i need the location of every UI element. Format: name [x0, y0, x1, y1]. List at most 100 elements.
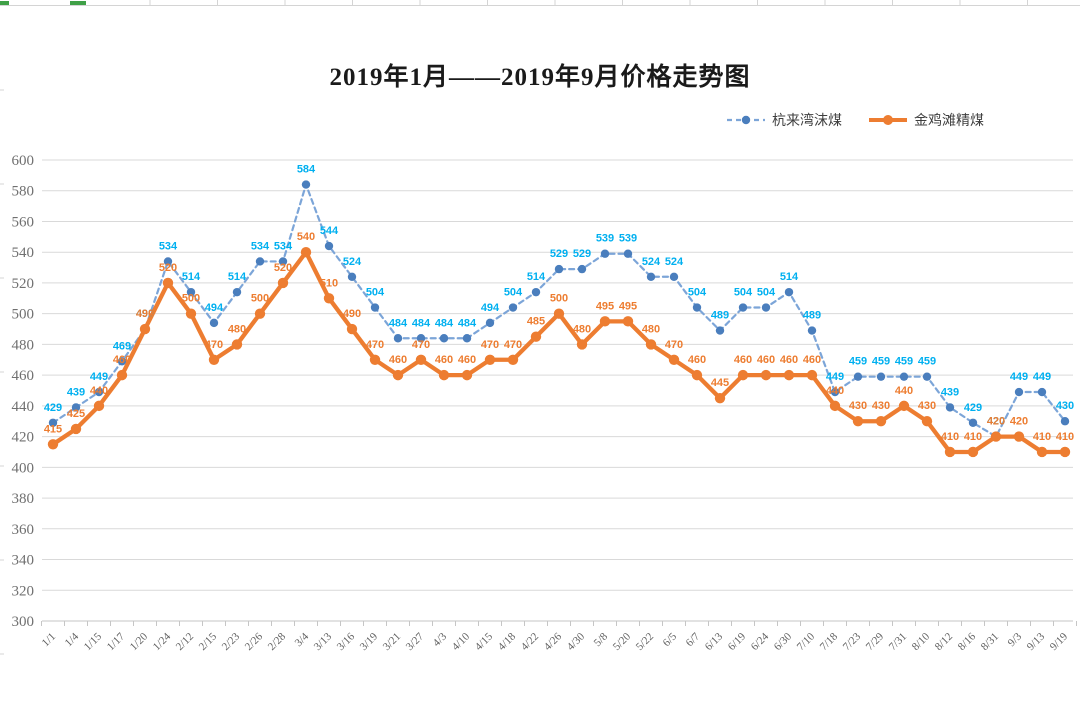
svg-text:534: 534	[251, 240, 270, 252]
svg-text:529: 529	[573, 248, 591, 260]
data-point	[898, 400, 910, 412]
svg-text:3/27: 3/27	[404, 630, 427, 653]
svg-text:429: 429	[44, 402, 62, 414]
data-point	[254, 308, 266, 319]
svg-text:460: 460	[435, 354, 453, 366]
data-point	[692, 303, 702, 312]
data-point	[232, 287, 242, 297]
data-point	[139, 323, 151, 335]
svg-text:1/15: 1/15	[82, 630, 105, 653]
data-point	[899, 372, 909, 381]
series-金鸡滩精煤[interactable]	[47, 247, 1071, 458]
svg-text:504: 504	[366, 287, 385, 299]
svg-text:500: 500	[550, 293, 568, 305]
svg-text:7/23: 7/23	[841, 630, 864, 653]
svg-text:1/24: 1/24	[151, 630, 174, 653]
svg-text:510: 510	[320, 277, 338, 289]
data-point	[876, 372, 886, 381]
data-point	[485, 318, 495, 328]
svg-text:8/10: 8/10	[910, 630, 933, 653]
data-point	[646, 272, 656, 281]
data-point	[577, 264, 587, 274]
svg-text:480: 480	[228, 323, 246, 335]
svg-text:9/19: 9/19	[1048, 630, 1071, 653]
data-point	[324, 241, 334, 251]
data-point	[507, 354, 519, 365]
svg-text:400: 400	[12, 460, 35, 476]
data-point	[784, 287, 794, 297]
svg-text:580: 580	[12, 184, 35, 200]
data-point	[300, 247, 312, 258]
svg-text:544: 544	[320, 225, 339, 237]
svg-text:460: 460	[12, 368, 35, 384]
data-point	[1013, 431, 1025, 442]
data-point	[783, 369, 795, 381]
data-point	[416, 334, 426, 343]
legend-item-hanglaiwan[interactable]: 杭来湾沫煤	[726, 110, 842, 130]
series-line	[51, 183, 1067, 438]
data-point	[462, 334, 472, 343]
data-point	[554, 264, 564, 274]
svg-text:3/4: 3/4	[293, 630, 312, 649]
svg-text:495: 495	[596, 300, 614, 312]
x-axis-labels: 1/1 1/4 1/15 1/17 1/20 1/24 2/12 2/15 2/23 2/26 2/…	[40, 630, 1071, 653]
data-point	[875, 416, 887, 427]
svg-text:420: 420	[12, 430, 35, 446]
data-point	[370, 303, 380, 312]
svg-text:500: 500	[12, 307, 35, 323]
data-point	[209, 318, 219, 328]
data-point	[1036, 446, 1048, 458]
data-point	[968, 418, 978, 427]
svg-text:2/15: 2/15	[197, 630, 220, 653]
svg-text:449: 449	[1010, 371, 1028, 383]
data-point	[945, 403, 955, 412]
svg-text:460: 460	[757, 354, 775, 366]
svg-text:320: 320	[12, 583, 35, 599]
svg-text:9/3: 9/3	[1006, 630, 1025, 649]
svg-text:7/18: 7/18	[818, 630, 841, 653]
svg-text:1/17: 1/17	[105, 630, 128, 653]
data-point	[715, 326, 725, 335]
legend-marker-solid-line-icon	[869, 115, 907, 125]
svg-text:449: 449	[1033, 371, 1051, 383]
svg-text:520: 520	[12, 276, 35, 292]
legend-item-jinjitan[interactable]: 金鸡滩精煤	[868, 110, 984, 130]
svg-text:8/12: 8/12	[933, 631, 955, 653]
svg-text:8/16: 8/16	[956, 630, 979, 653]
svg-text:420: 420	[1010, 416, 1028, 428]
svg-text:6/5: 6/5	[661, 630, 680, 649]
svg-text:429: 429	[964, 402, 982, 414]
svg-text:4/3: 4/3	[431, 630, 450, 649]
data-point	[714, 392, 726, 404]
svg-text:520: 520	[274, 262, 292, 274]
data-point	[186, 287, 196, 297]
data-point	[600, 249, 610, 258]
svg-text:445: 445	[711, 377, 729, 389]
data-point	[990, 431, 1002, 442]
data-point	[1014, 387, 1024, 397]
svg-text:410: 410	[1056, 431, 1074, 443]
svg-text:460: 460	[780, 354, 798, 366]
svg-text:494: 494	[481, 302, 500, 314]
data-point	[691, 369, 703, 381]
svg-text:2/23: 2/23	[220, 630, 243, 653]
svg-text:430: 430	[1056, 400, 1074, 412]
svg-text:514: 514	[780, 271, 799, 283]
svg-text:489: 489	[803, 310, 821, 322]
svg-text:534: 534	[274, 240, 293, 252]
svg-text:380: 380	[12, 491, 35, 507]
data-point	[255, 257, 265, 266]
svg-text:524: 524	[642, 256, 661, 268]
data-point	[323, 293, 335, 304]
svg-text:4/26: 4/26	[542, 630, 565, 653]
svg-text:410: 410	[941, 431, 959, 443]
svg-text:4/30: 4/30	[565, 630, 588, 653]
svg-text:480: 480	[642, 323, 660, 335]
svg-text:430: 430	[918, 400, 936, 412]
svg-text:524: 524	[665, 256, 684, 268]
data-point	[369, 354, 381, 365]
data-point	[623, 249, 633, 258]
data-point	[553, 308, 565, 319]
svg-text:7/31: 7/31	[887, 631, 909, 653]
